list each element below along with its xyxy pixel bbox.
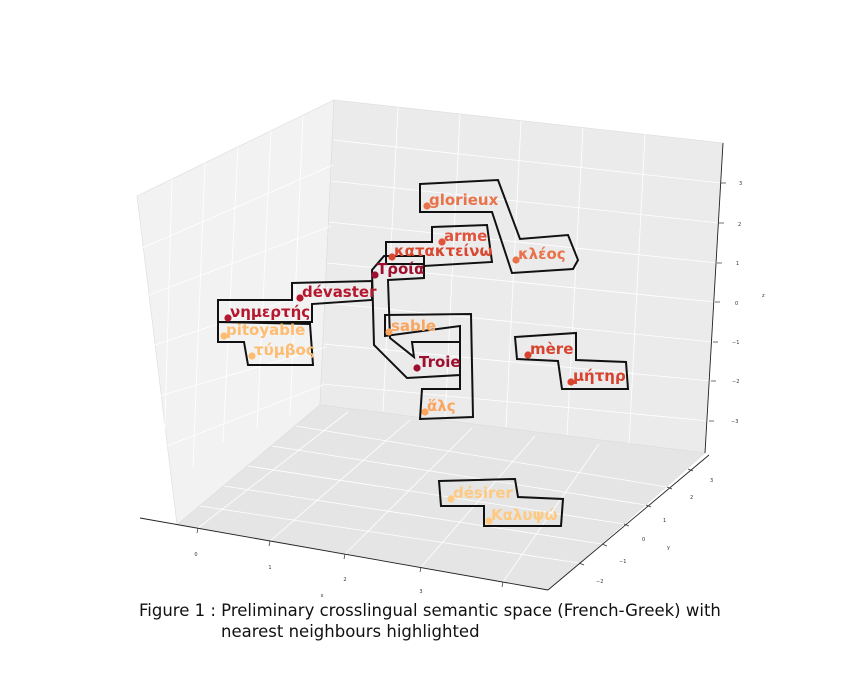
x-tick-label: 3 — [419, 589, 422, 595]
data-point — [567, 378, 575, 386]
x-axis-label: x — [321, 593, 324, 599]
caption-line-2: nearest neighbours highlighted — [221, 622, 480, 641]
grid-line — [325, 302, 714, 343]
data-point — [413, 364, 421, 372]
data-point — [296, 294, 304, 302]
data-point — [524, 351, 532, 359]
neighbour-group-outline — [217, 320, 315, 366]
point-label: pitoyable — [226, 321, 305, 339]
point-label: glorieux — [429, 191, 499, 209]
neighbour-group-outline — [384, 312, 475, 421]
grid-line — [222, 146, 239, 443]
y-tick-label: 2 — [690, 495, 693, 501]
grid-line — [162, 178, 173, 495]
point-label: μήτηρ — [573, 367, 626, 385]
data-point — [485, 517, 493, 525]
figure-caption: Figure 1 : Preliminary crosslingual sema… — [139, 600, 779, 642]
grid-line — [192, 162, 206, 468]
grid-line — [145, 346, 327, 401]
z-tick-label: 3 — [739, 181, 742, 187]
point-label: Καλυψώ — [491, 506, 558, 524]
point-label: τύμβος — [254, 341, 315, 359]
point-label: mère — [530, 340, 573, 358]
point-label: arme — [444, 227, 487, 245]
data-point — [512, 256, 520, 264]
grid-line — [505, 120, 522, 428]
point-label: κλέος — [518, 245, 566, 263]
neighbour-group-outline — [419, 178, 580, 275]
point-label: sable — [391, 317, 436, 335]
grid-line — [330, 180, 720, 224]
data-point — [438, 238, 446, 246]
point-label: Τροία — [377, 260, 424, 278]
point-label: dévaster — [302, 283, 377, 301]
x-axis-line — [139, 517, 549, 591]
y-tick-label: 0 — [642, 537, 645, 543]
y-tick-label: −1 — [619, 559, 626, 565]
z-tick-label: 1 — [736, 261, 739, 267]
data-point — [388, 253, 396, 261]
grid-line — [321, 383, 710, 422]
neighbour-group-outline — [437, 477, 565, 527]
point-label: νημερτής — [230, 303, 310, 321]
grid-line — [628, 133, 646, 445]
y-tick-label: 1 — [663, 518, 666, 524]
grid-line — [328, 221, 718, 264]
grid-line — [148, 384, 324, 454]
grid-line — [139, 164, 334, 250]
data-point — [421, 408, 429, 416]
grid-line — [444, 113, 461, 420]
y-axis-line — [547, 454, 710, 591]
grid-line — [199, 505, 580, 564]
y-tick-label: −2 — [596, 579, 603, 585]
neighbour-group-outline — [370, 255, 461, 380]
y-tick-label: 3 — [710, 478, 713, 484]
grid-line — [271, 445, 647, 506]
z-tick-label: 2 — [738, 222, 741, 228]
x-tick-label: 2 — [343, 577, 346, 583]
data-point — [224, 314, 232, 322]
data-point — [248, 352, 256, 360]
grid-line — [326, 262, 716, 303]
tick-marks — [196, 182, 726, 588]
point-label: Troie — [419, 353, 461, 371]
x-tick-label: 1 — [268, 565, 271, 571]
grid-line — [332, 139, 722, 184]
3d-scatter-plot: 0 1 2 3 x −2 −1 0 1 2 3 y 3 2 1 0 −1 −2 … — [136, 99, 765, 599]
z-axis-line — [704, 142, 724, 454]
neighbour-group-outline — [513, 331, 630, 390]
data-point — [371, 271, 379, 279]
data-point — [385, 328, 393, 336]
y-axis-label: y — [667, 545, 670, 551]
point-label: κατακτείνω — [394, 242, 493, 260]
grid-line — [256, 130, 272, 430]
z-tick-label: 0 — [735, 301, 738, 307]
point-label: ἅλς — [427, 397, 456, 415]
grid-line — [140, 225, 332, 299]
grid-line — [295, 425, 668, 488]
z-axis-label: z — [762, 293, 765, 299]
point-label: désirer — [453, 484, 514, 502]
z-tick-label: −1 — [732, 340, 739, 346]
data-point — [220, 332, 228, 340]
x-tick-label: 0 — [194, 552, 197, 558]
data-point — [447, 495, 455, 503]
z-tick-label: −2 — [732, 379, 739, 385]
caption-line-1: Figure 1 : Preliminary crosslingual sema… — [139, 601, 721, 620]
grid-line — [223, 485, 603, 545]
grid-line — [323, 343, 712, 382]
data-point — [423, 202, 431, 210]
z-tick-label: −3 — [731, 419, 738, 425]
